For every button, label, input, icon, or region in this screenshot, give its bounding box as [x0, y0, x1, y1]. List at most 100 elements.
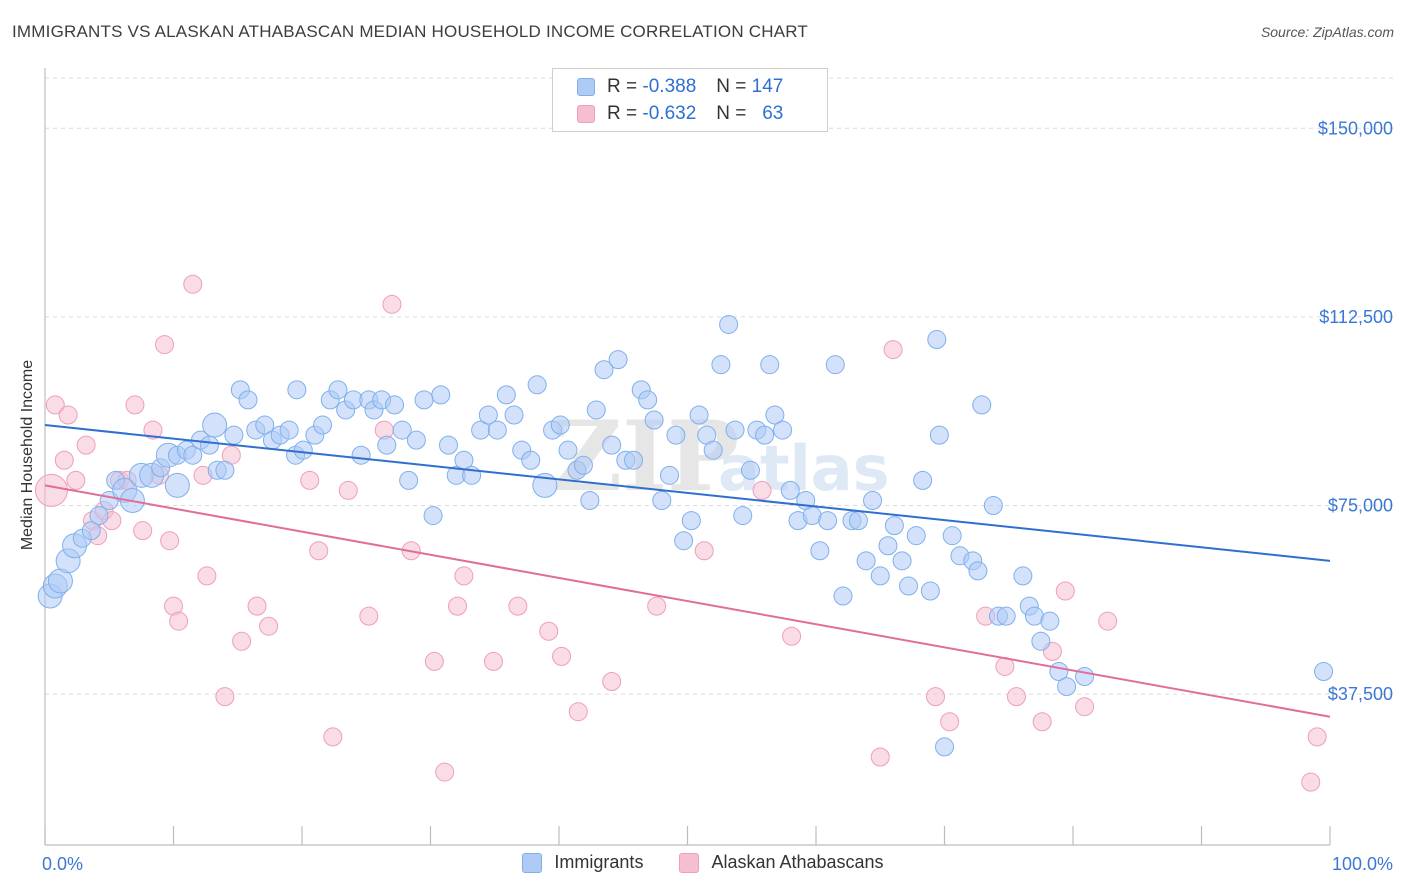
- immigrants-point: [527, 375, 547, 395]
- legend-label-immigrants: Immigrants: [554, 852, 644, 872]
- trend-lines: [44, 424, 1331, 718]
- immigrants-point: [884, 516, 904, 536]
- x-tick-label-min: 0.0%: [42, 854, 83, 874]
- alaskan-athabascans-point: [197, 566, 217, 586]
- immigrants-point: [899, 576, 919, 596]
- immigrants-point: [760, 355, 780, 375]
- alaskan-athabascans-point: [508, 596, 528, 616]
- immigrants-point: [740, 460, 760, 480]
- alaskan-athabascans-point: [552, 646, 572, 666]
- immigrants-point: [652, 490, 672, 510]
- immigrants-point: [818, 511, 838, 531]
- legend-swatch-immigrants: [577, 78, 595, 96]
- immigrants-point: [968, 561, 988, 581]
- immigrants-point: [496, 385, 516, 405]
- legend-item-alaskan-athabascans[interactable]: Alaskan Athabascans: [679, 852, 884, 873]
- legend-r-label: R =: [607, 103, 638, 124]
- alaskan-athabascans-point: [143, 420, 163, 440]
- immigrants-point: [438, 435, 458, 455]
- immigrants-point: [892, 551, 912, 571]
- immigrants-point: [878, 536, 898, 556]
- alaskan-athabascans-point: [926, 687, 946, 707]
- alaskan-athabascans-point: [54, 450, 74, 470]
- alaskan-athabascans-trend-line: [44, 484, 1331, 718]
- chart-title: IMMIGRANTS VS ALASKAN ATHABASCAN MEDIAN …: [12, 22, 808, 41]
- alaskan-athabascans-point: [1032, 712, 1052, 732]
- alaskan-athabascans-point: [160, 531, 180, 551]
- immigrants-point: [1057, 677, 1077, 697]
- alaskan-athabascans-point: [338, 480, 358, 500]
- legend-swatch-alaskan-athabascans: [679, 852, 700, 873]
- immigrants-point: [573, 455, 593, 475]
- immigrants-point: [703, 440, 723, 460]
- legend-r-value: -0.632: [642, 103, 697, 124]
- immigrants-point: [351, 445, 371, 465]
- alaskan-athabascans-point: [58, 405, 78, 425]
- immigrants-point: [644, 410, 664, 430]
- immigrants-point: [1314, 661, 1334, 681]
- alaskan-athabascans-point: [309, 541, 329, 561]
- legend-n-label: N =: [716, 76, 747, 97]
- immigrants-point: [199, 435, 219, 455]
- alaskan-athabascans-point: [125, 395, 145, 415]
- alaskan-athabascans-point: [424, 651, 444, 671]
- alaskan-athabascans-point: [883, 340, 903, 360]
- y-tick-label: $150,000: [1318, 118, 1393, 138]
- legend-n-value: 147: [751, 76, 784, 97]
- legend-item-immigrants[interactable]: Immigrants: [522, 852, 643, 873]
- immigrants-point: [215, 460, 235, 480]
- immigrants-point: [906, 526, 926, 546]
- immigrants-point: [202, 412, 228, 438]
- alaskan-athabascans-point: [1307, 727, 1327, 747]
- alaskan-athabascans-point: [647, 596, 667, 616]
- immigrants-point: [414, 390, 434, 410]
- immigrants-point: [1031, 631, 1051, 651]
- immigrants-point: [238, 390, 258, 410]
- legend-row-immigrants: R = -0.388 N = 147: [577, 75, 783, 99]
- alaskan-athabascans-point: [435, 762, 455, 782]
- legend-n-label: N =: [716, 103, 747, 124]
- alaskan-athabascans-point: [76, 435, 96, 455]
- immigrants-point: [725, 420, 745, 440]
- immigrants-point: [863, 490, 883, 510]
- immigrants-point: [929, 425, 949, 445]
- alaskan-athabascans-point: [752, 480, 772, 500]
- immigrants-point: [255, 415, 275, 435]
- immigrants-point: [1013, 566, 1033, 586]
- series-immigrants-points: [37, 314, 1334, 757]
- correlation-legend: R = -0.388 N = 147 R = -0.632 N = 63: [552, 68, 828, 132]
- alaskan-athabascans-point: [183, 274, 203, 294]
- immigrants-point: [996, 606, 1016, 626]
- alaskan-athabascans-point: [940, 712, 960, 732]
- source-label: Source: ZipAtlas.com: [1260, 24, 1394, 40]
- immigrants-point: [833, 586, 853, 606]
- y-tick-label: $37,500: [1328, 684, 1393, 704]
- immigrants-point: [825, 355, 845, 375]
- immigrants-point: [1075, 667, 1095, 687]
- alaskan-athabascans-point: [539, 621, 559, 641]
- immigrants-point: [81, 521, 101, 541]
- immigrants-point: [521, 450, 541, 470]
- immigrants-point: [666, 425, 686, 445]
- immigrants-point: [183, 445, 203, 465]
- immigrants-point: [406, 430, 426, 450]
- immigrants-point: [942, 526, 962, 546]
- y-tick-label: $75,000: [1328, 496, 1393, 516]
- immigrants-point: [558, 440, 578, 460]
- alaskan-athabascans-point: [34, 473, 68, 507]
- immigrants-point: [983, 496, 1003, 516]
- immigrants-point: [89, 506, 109, 526]
- alaskan-athabascans-point: [45, 395, 65, 415]
- immigrants-point: [1040, 611, 1060, 631]
- immigrants-point: [848, 511, 868, 531]
- alaskan-athabascans-point: [155, 335, 175, 355]
- immigrants-point: [328, 380, 348, 400]
- immigrants-point: [504, 405, 524, 425]
- immigrants-point: [870, 566, 890, 586]
- alaskan-athabascans-point: [694, 541, 714, 561]
- alaskan-athabascans-point: [1055, 581, 1075, 601]
- immigrants-point: [164, 472, 190, 498]
- immigrants-point: [972, 395, 992, 415]
- immigrants-point: [602, 435, 622, 455]
